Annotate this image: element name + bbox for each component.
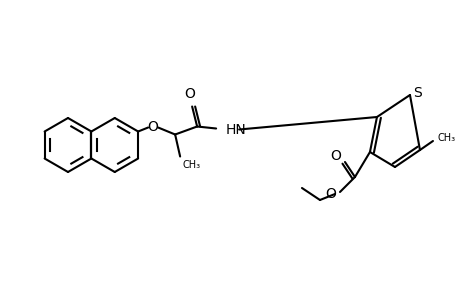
Text: O: O <box>325 187 335 201</box>
Text: S: S <box>413 86 421 100</box>
Text: CH₃: CH₃ <box>437 133 455 143</box>
Text: CH₃: CH₃ <box>182 160 200 170</box>
Text: O: O <box>147 119 158 134</box>
Text: HN: HN <box>224 122 246 136</box>
Text: O: O <box>330 149 340 163</box>
Text: O: O <box>185 86 195 100</box>
